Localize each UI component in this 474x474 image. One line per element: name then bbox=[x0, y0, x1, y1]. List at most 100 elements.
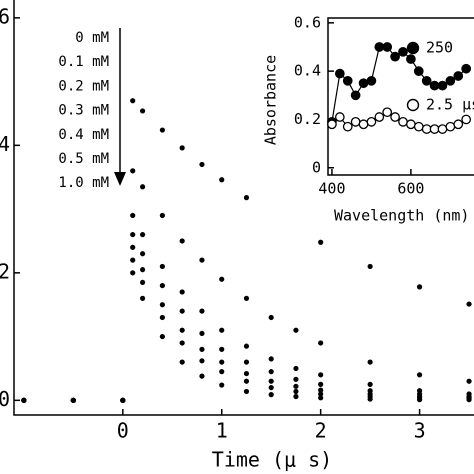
x-tick-label: 600 bbox=[397, 180, 424, 198]
data-point bbox=[416, 372, 423, 378]
data-point bbox=[130, 231, 136, 238]
data-point bbox=[140, 108, 146, 114]
data-point bbox=[268, 356, 274, 362]
data-point bbox=[130, 168, 136, 174]
data-marker bbox=[461, 114, 472, 125]
data-marker bbox=[429, 124, 440, 134]
data-point bbox=[243, 359, 250, 365]
data-point bbox=[159, 127, 165, 133]
data-point bbox=[159, 212, 165, 219]
data-point bbox=[293, 327, 299, 333]
data-point bbox=[159, 333, 165, 340]
y-tick-label: 0.2 bbox=[294, 110, 321, 128]
data-marker bbox=[421, 75, 432, 86]
data-point bbox=[140, 295, 146, 301]
data-point bbox=[293, 388, 299, 395]
data-point bbox=[219, 327, 225, 333]
y-tick-label: 0 bbox=[312, 158, 321, 176]
data-point bbox=[268, 384, 274, 391]
data-point bbox=[179, 327, 185, 333]
data-point bbox=[219, 276, 225, 282]
data-marker bbox=[334, 112, 345, 122]
data-point bbox=[268, 314, 274, 321]
data-point bbox=[159, 263, 165, 270]
data-point bbox=[318, 340, 324, 346]
data-point bbox=[416, 397, 423, 403]
data-point bbox=[243, 343, 250, 349]
data-point bbox=[293, 376, 299, 382]
data-point bbox=[130, 244, 136, 250]
data-point bbox=[199, 257, 205, 263]
data-point bbox=[219, 369, 225, 375]
data-marker bbox=[342, 121, 353, 132]
data-marker bbox=[334, 68, 345, 79]
data-point bbox=[199, 358, 205, 364]
data-point bbox=[179, 340, 185, 346]
data-marker bbox=[390, 51, 400, 62]
data-point bbox=[318, 387, 324, 393]
data-marker bbox=[350, 90, 361, 101]
data-marker bbox=[461, 63, 472, 74]
legend-label: 1.0 mM bbox=[58, 175, 109, 191]
data-point bbox=[199, 346, 205, 352]
data-point bbox=[140, 267, 146, 273]
data-point bbox=[199, 308, 205, 314]
data-marker bbox=[382, 107, 393, 118]
data-marker bbox=[429, 80, 440, 91]
data-point bbox=[293, 365, 299, 372]
data-point bbox=[179, 308, 185, 314]
data-point bbox=[466, 378, 472, 384]
data-point bbox=[367, 381, 373, 388]
data-marker bbox=[421, 124, 432, 134]
data-marker bbox=[342, 75, 353, 86]
data-marker bbox=[374, 42, 385, 52]
data-marker bbox=[398, 46, 408, 57]
data-point bbox=[219, 346, 225, 352]
x-tick-label: 2 bbox=[315, 419, 327, 443]
data-point bbox=[243, 378, 250, 384]
y-tick-label: 0.6 bbox=[294, 13, 321, 31]
data-point bbox=[243, 295, 250, 301]
data-point bbox=[179, 238, 185, 244]
y-tick-label: 4 bbox=[0, 132, 10, 156]
data-marker bbox=[406, 119, 416, 130]
y-tick-label: 0.4 bbox=[294, 62, 321, 80]
data-marker bbox=[366, 117, 377, 127]
legend-label: 0.4 mM bbox=[58, 127, 109, 143]
data-point bbox=[159, 302, 165, 308]
data-marker bbox=[437, 124, 448, 134]
data-point bbox=[219, 382, 225, 388]
data-point bbox=[243, 388, 250, 395]
data-marker bbox=[398, 117, 408, 127]
x-tick-label: 1 bbox=[216, 419, 228, 443]
data-point bbox=[179, 145, 185, 151]
y-tick-label: 2 bbox=[0, 259, 10, 283]
data-point bbox=[243, 195, 250, 201]
data-point bbox=[140, 279, 146, 286]
data-point bbox=[318, 239, 324, 245]
legend-marker bbox=[406, 41, 420, 55]
legend-label: 2.5 μs bbox=[426, 96, 474, 114]
legend-label: 0 mM bbox=[75, 30, 109, 46]
data-marker bbox=[445, 75, 456, 86]
legend-arrowhead bbox=[114, 172, 126, 186]
data-point bbox=[140, 184, 146, 190]
x-tick-label: 0 bbox=[117, 419, 129, 443]
data-marker bbox=[366, 75, 377, 86]
data-point bbox=[318, 372, 324, 378]
data-marker bbox=[406, 54, 416, 64]
data-point bbox=[179, 359, 185, 365]
data-point bbox=[416, 284, 423, 290]
inset-x-label: Wavelength (nm) bbox=[334, 207, 469, 225]
data-marker bbox=[453, 71, 464, 81]
data-point bbox=[367, 359, 373, 365]
x-tick-label: 3 bbox=[414, 419, 426, 443]
data-marker bbox=[453, 119, 464, 130]
data-point bbox=[159, 282, 165, 289]
y-tick-label: 6 bbox=[0, 4, 10, 28]
data-point bbox=[219, 359, 225, 365]
data-point bbox=[199, 373, 205, 379]
data-marker bbox=[445, 121, 456, 132]
inset-y-label: Absorbance bbox=[262, 55, 280, 145]
data-marker bbox=[382, 42, 393, 52]
